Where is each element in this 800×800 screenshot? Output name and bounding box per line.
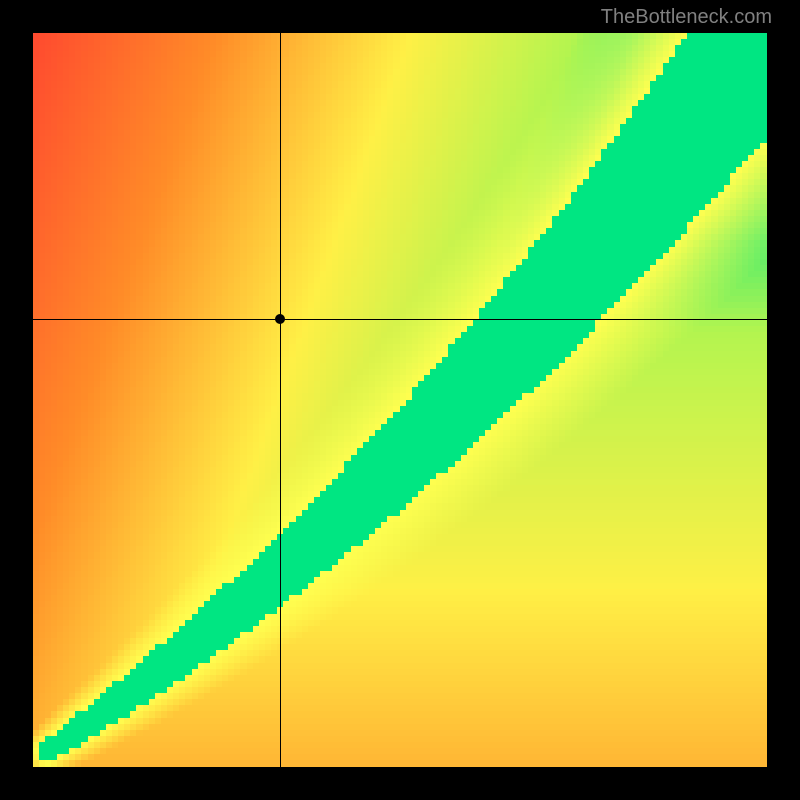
crosshair-horizontal <box>33 319 767 320</box>
watermark-text: TheBottleneck.com <box>601 6 772 29</box>
heatmap-plot <box>33 33 767 767</box>
heatmap-canvas <box>33 33 767 767</box>
crosshair-vertical <box>280 33 281 767</box>
chart-container: TheBottleneck.com <box>0 0 800 800</box>
crosshair-marker <box>275 314 285 324</box>
